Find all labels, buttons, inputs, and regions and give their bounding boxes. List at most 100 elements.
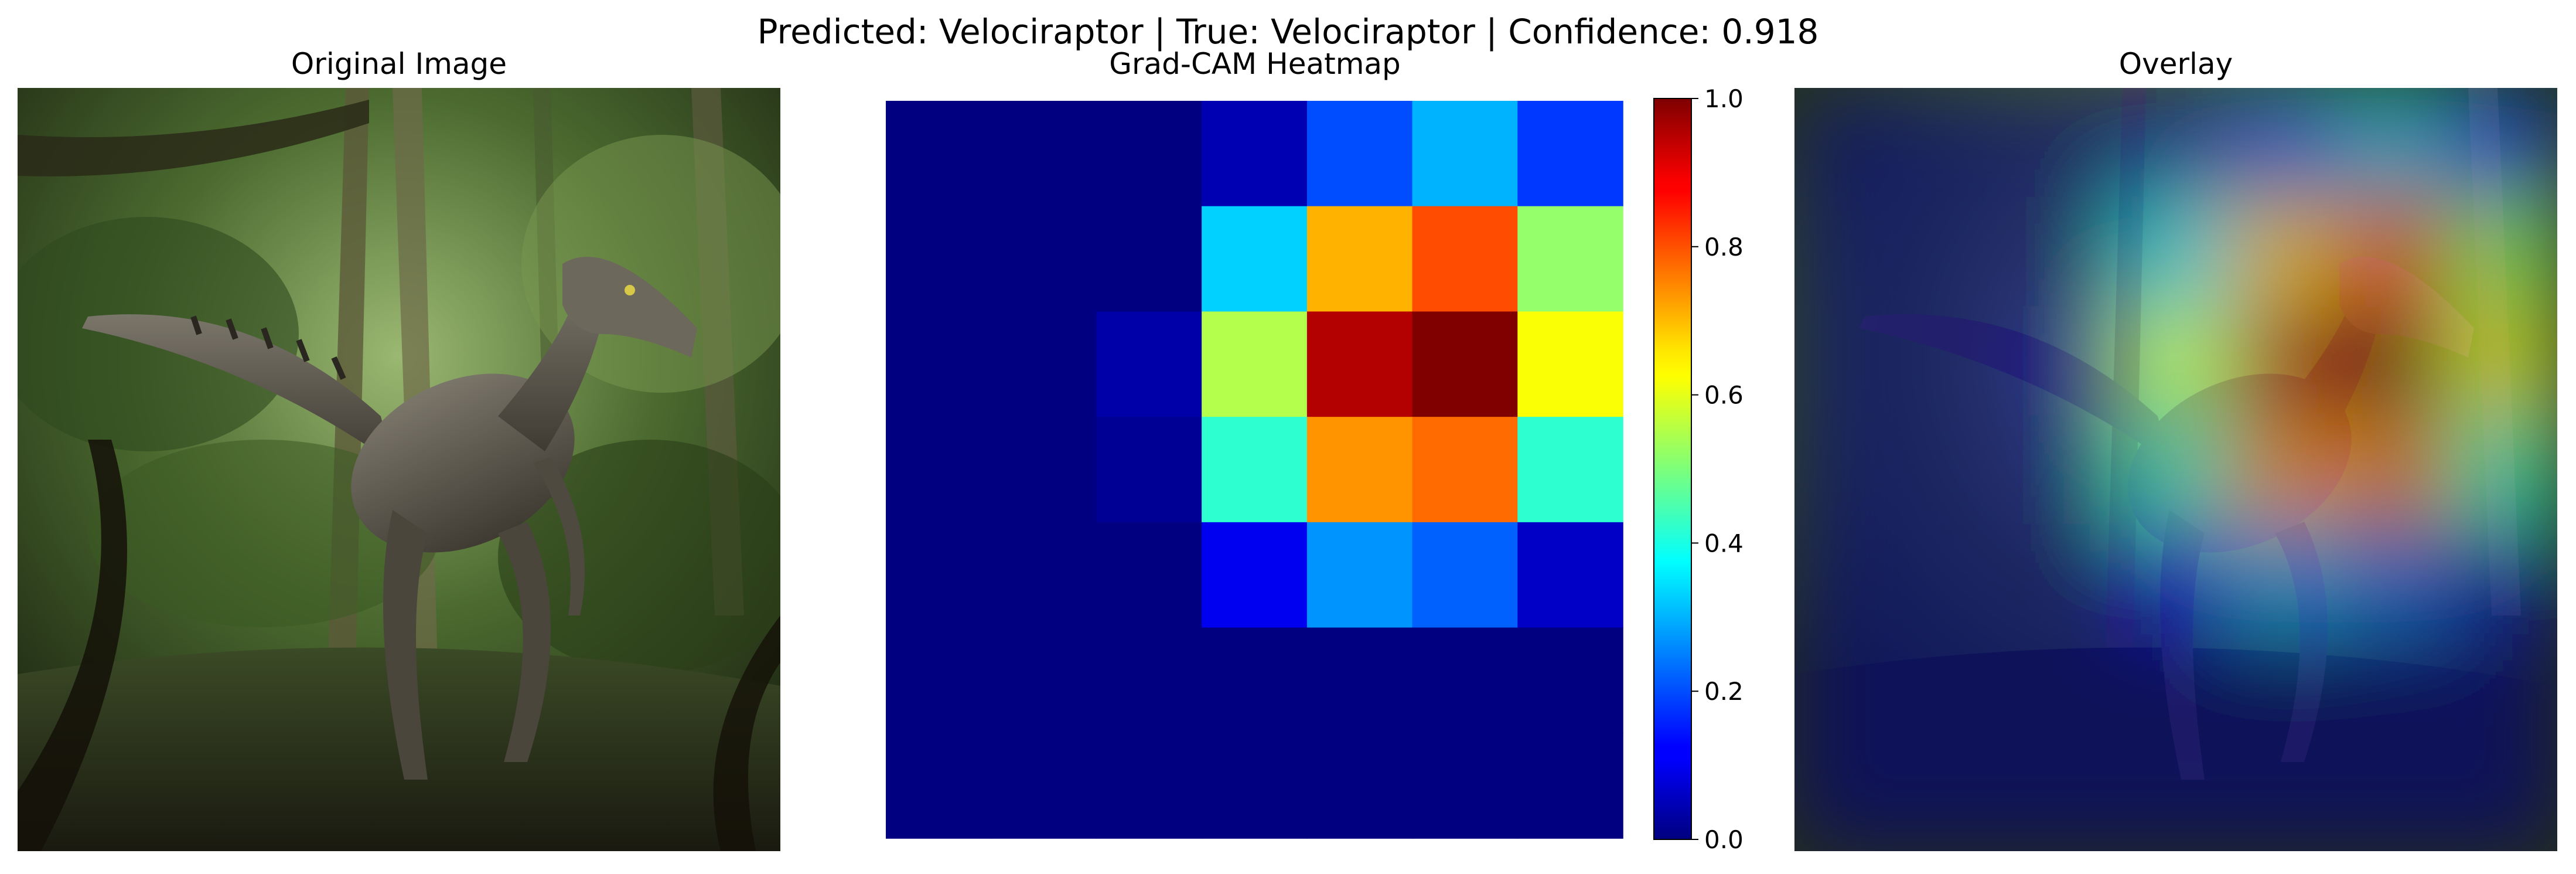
heatmap-cell-r5-c2 — [1096, 627, 1202, 734]
overlay-cell-r4-c1 — [1903, 524, 2013, 634]
heatmap-grid — [886, 101, 1623, 839]
heatmap-cell-r4-c4 — [1306, 522, 1413, 628]
overlay-cell-r6-c6 — [2448, 742, 2557, 851]
heatmap-figure: 0.0 0.2 0.4 0.6 0.8 1.0 — [886, 84, 1744, 854]
heatmap-cell-r2-c1 — [991, 311, 1097, 417]
heatmap-cell-r6-c0 — [886, 733, 992, 839]
colorbar-tick-label-4: 0.8 — [1704, 233, 1744, 261]
heatmap-cell-r0-c4 — [1306, 101, 1413, 207]
heatmap-cell-r3-c5 — [1412, 417, 1519, 523]
heatmap-title: Grad-CAM Heatmap — [1109, 47, 1401, 81]
overlay-cell-r6-c4 — [2230, 742, 2340, 851]
heatmap-cell-r6-c6 — [1517, 733, 1623, 839]
overlay-cell-r5-c6 — [2448, 633, 2557, 743]
overlay-cell-r5-c4 — [2230, 633, 2340, 743]
overlay-cell-r0-c5 — [2339, 88, 2449, 198]
overlay-cell-r4-c4 — [2230, 524, 2340, 634]
heatmap-cell-r3-c6 — [1517, 417, 1623, 523]
overlay-cell-r1-c5 — [2339, 197, 2449, 307]
overlay-cell-r3-c3 — [2121, 415, 2231, 525]
colorbar-tick-label-3: 0.6 — [1704, 381, 1744, 410]
overlay-cell-r3-c5 — [2339, 415, 2449, 525]
heatmap-cell-r4-c0 — [886, 522, 992, 628]
overlay-cell-r0-c1 — [1903, 88, 2013, 198]
colorbar — [1653, 98, 1692, 840]
heatmap-cell-r6-c4 — [1306, 733, 1413, 839]
overlay-cell-r1-c3 — [2121, 197, 2231, 307]
overlay-cell-r1-c0 — [1794, 197, 1904, 307]
heatmap-cell-r1-c6 — [1517, 206, 1623, 312]
overlay-cell-r3-c2 — [2012, 415, 2122, 525]
overlay-cell-r0-c6 — [2448, 88, 2557, 198]
heatmap-cell-r3-c2 — [1096, 417, 1202, 523]
heatmap-cell-r3-c0 — [886, 417, 992, 523]
overlay-cell-r0-c2 — [2012, 88, 2122, 198]
heatmap-cell-r6-c3 — [1202, 733, 1308, 839]
colorbar-tick-label-2: 0.4 — [1704, 529, 1744, 557]
overlay-cell-r1-c6 — [2448, 197, 2557, 307]
overlay-cell-r5-c3 — [2121, 633, 2231, 743]
overlay-cell-r6-c3 — [2121, 742, 2231, 851]
overlay-cell-r1-c1 — [1903, 197, 2013, 307]
heatmap-cell-r2-c3 — [1202, 311, 1308, 417]
colorbar-ticks: 0.0 0.2 0.4 0.6 0.8 1.0 — [1691, 84, 1744, 854]
heatmap-cell-r1-c4 — [1306, 206, 1413, 312]
overlay-cell-r0-c0 — [1794, 88, 1904, 198]
overlay-cell-r3-c6 — [2448, 415, 2557, 525]
heatmap-cell-r2-c0 — [886, 311, 992, 417]
heatmap-cell-r3-c4 — [1306, 417, 1413, 523]
colorbar-tick-label-5: 1.0 — [1704, 84, 1744, 113]
heatmap-cell-r1-c3 — [1202, 206, 1308, 312]
overlay-cell-r2-c1 — [1903, 306, 2013, 416]
heatmap-cell-r6-c1 — [991, 733, 1097, 839]
overlay-cell-r1-c4 — [2230, 197, 2340, 307]
overlay-cell-r2-c3 — [2121, 306, 2231, 416]
heatmap-cell-r4-c5 — [1412, 522, 1519, 628]
original-image — [18, 88, 780, 851]
heatmap-cell-r5-c4 — [1306, 627, 1413, 734]
heatmap-cell-r4-c3 — [1202, 522, 1308, 628]
heatmap-cell-r4-c1 — [991, 522, 1097, 628]
overlay-image — [1794, 88, 2557, 851]
overlay-cell-r2-c6 — [2448, 306, 2557, 416]
overlay-cell-r4-c0 — [1794, 524, 1904, 634]
heatmap-cell-r0-c6 — [1517, 101, 1623, 207]
overlay-cell-r5-c5 — [2339, 633, 2449, 743]
heatmap-cell-r3-c3 — [1202, 417, 1308, 523]
colorbar-tick-label-0: 0.0 — [1704, 825, 1744, 854]
overlay-title: Overlay — [2118, 47, 2233, 81]
heatmap-cell-r1-c2 — [1096, 206, 1202, 312]
heatmap-cell-r6-c5 — [1412, 733, 1519, 839]
overlay-cell-r6-c2 — [2012, 742, 2122, 851]
heatmap-cell-r4-c2 — [1096, 522, 1202, 628]
overlay-cell-r6-c5 — [2339, 742, 2449, 851]
heatmap-cell-r2-c2 — [1096, 311, 1202, 417]
overlay-cell-r6-c0 — [1794, 742, 1904, 851]
overlay-cell-r0-c3 — [2121, 88, 2231, 198]
overlay-cell-r2-c0 — [1794, 306, 1904, 416]
heatmap-cell-r6-c2 — [1096, 733, 1202, 839]
figure-suptitle: Predicted: Velociraptor | True: Velocira… — [757, 12, 1819, 52]
overlay-cell-r5-c1 — [1903, 633, 2013, 743]
overlay-cell-r6-c1 — [1903, 742, 2013, 851]
overlay-cell-r3-c4 — [2230, 415, 2340, 525]
heatmap-cell-r0-c1 — [991, 101, 1097, 207]
raptor-jungle-illustration — [18, 88, 780, 851]
heatmap-cell-r4-c6 — [1517, 522, 1623, 628]
overlay-illustration — [1794, 88, 2557, 851]
colorbar-tick-label-1: 0.2 — [1704, 677, 1744, 706]
heatmap-cell-r2-c6 — [1517, 311, 1623, 417]
overlay-heat — [1794, 88, 2557, 851]
overlay-cell-r2-c5 — [2339, 306, 2449, 416]
heatmap-cell-r0-c0 — [886, 101, 992, 207]
overlay-cell-r4-c2 — [2012, 524, 2122, 634]
heatmap-cell-r5-c0 — [886, 627, 992, 734]
overlay-cell-r4-c5 — [2339, 524, 2449, 634]
overlay-cell-r4-c3 — [2121, 524, 2231, 634]
original-image-title: Original Image — [291, 47, 507, 81]
overlay-cell-r4-c6 — [2448, 524, 2557, 634]
overlay-cell-r0-c4 — [2230, 88, 2340, 198]
heatmap-cell-r0-c3 — [1202, 101, 1308, 207]
overlay-cell-r3-c1 — [1903, 415, 2013, 525]
heatmap-cell-r5-c1 — [991, 627, 1097, 734]
